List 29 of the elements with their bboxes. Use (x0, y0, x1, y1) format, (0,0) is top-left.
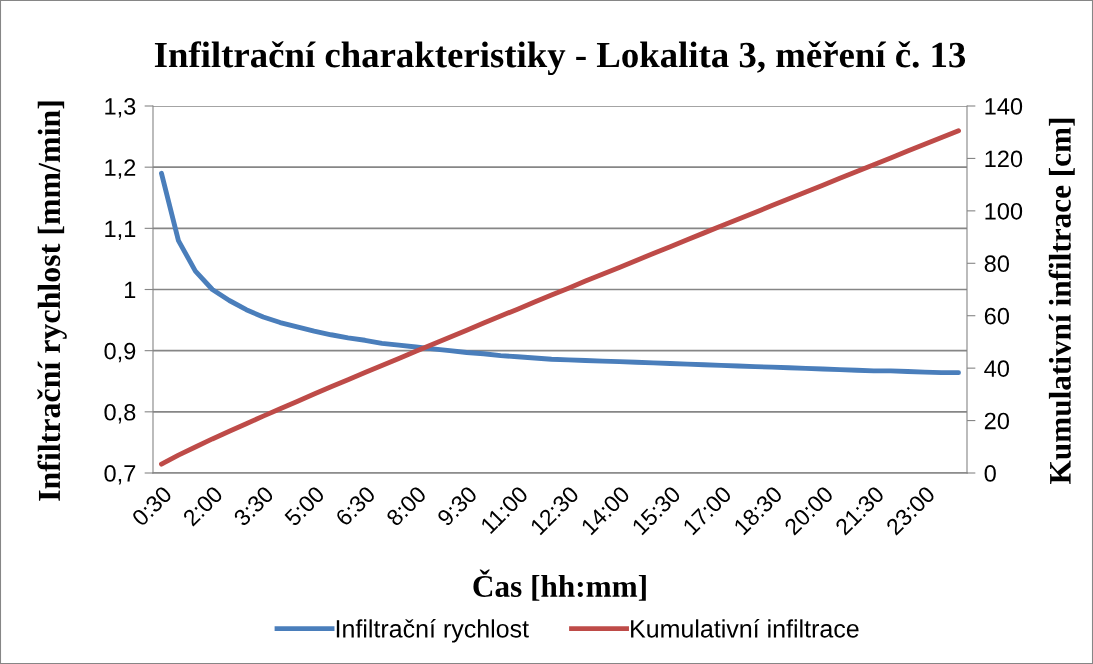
line-series (159, 128, 961, 467)
chart-title: Infiltrační charakteristiky - Lokalita 3, měření č. 13 (154, 41, 966, 76)
y2-tick-label: 60 (984, 307, 1010, 325)
y-tick-label: 1,3 (105, 98, 136, 118)
legend-label: Kumulativní infiltrace (631, 619, 859, 638)
line-series (159, 170, 961, 376)
x-tick-label: 0:30 (131, 485, 173, 527)
y2-tick-label: 140 (985, 98, 1023, 115)
x-tick-label: 8:00 (385, 485, 428, 527)
x-tick-label: 3:30 (232, 485, 275, 527)
y-axis-title: Infiltrační rychlost [mm/min] (37, 101, 67, 501)
y-tick-label: 1 (125, 281, 136, 299)
y2-tick-label: 100 (985, 202, 1023, 220)
y2-tick-label: 120 (985, 150, 1023, 168)
legend-label: Infiltrační rychlost (336, 619, 529, 643)
y-tick-label: 0,7 (104, 465, 136, 485)
y2-axis-title: Kumulativní infiltrace [cm] (1048, 118, 1075, 484)
x-axis-title: Čas [hh:mm] (473, 569, 646, 601)
x-tick-label: 5:00 (283, 485, 326, 527)
x-tick-label: 6:30 (334, 485, 377, 527)
y-tick-label: 0,8 (104, 403, 136, 424)
x-tick-label: 9:30 (436, 485, 478, 527)
y-tick-label: 1,2 (105, 159, 136, 179)
y-tick-label: 0,9 (104, 342, 136, 363)
y-tick-label: 1,1 (105, 220, 136, 240)
y2-tick-label: 20 (984, 412, 1010, 430)
y2-tick-label: 80 (984, 255, 1010, 273)
y2-tick-label: 40 (984, 360, 1010, 377)
y2-tick-label: 0 (984, 465, 996, 482)
